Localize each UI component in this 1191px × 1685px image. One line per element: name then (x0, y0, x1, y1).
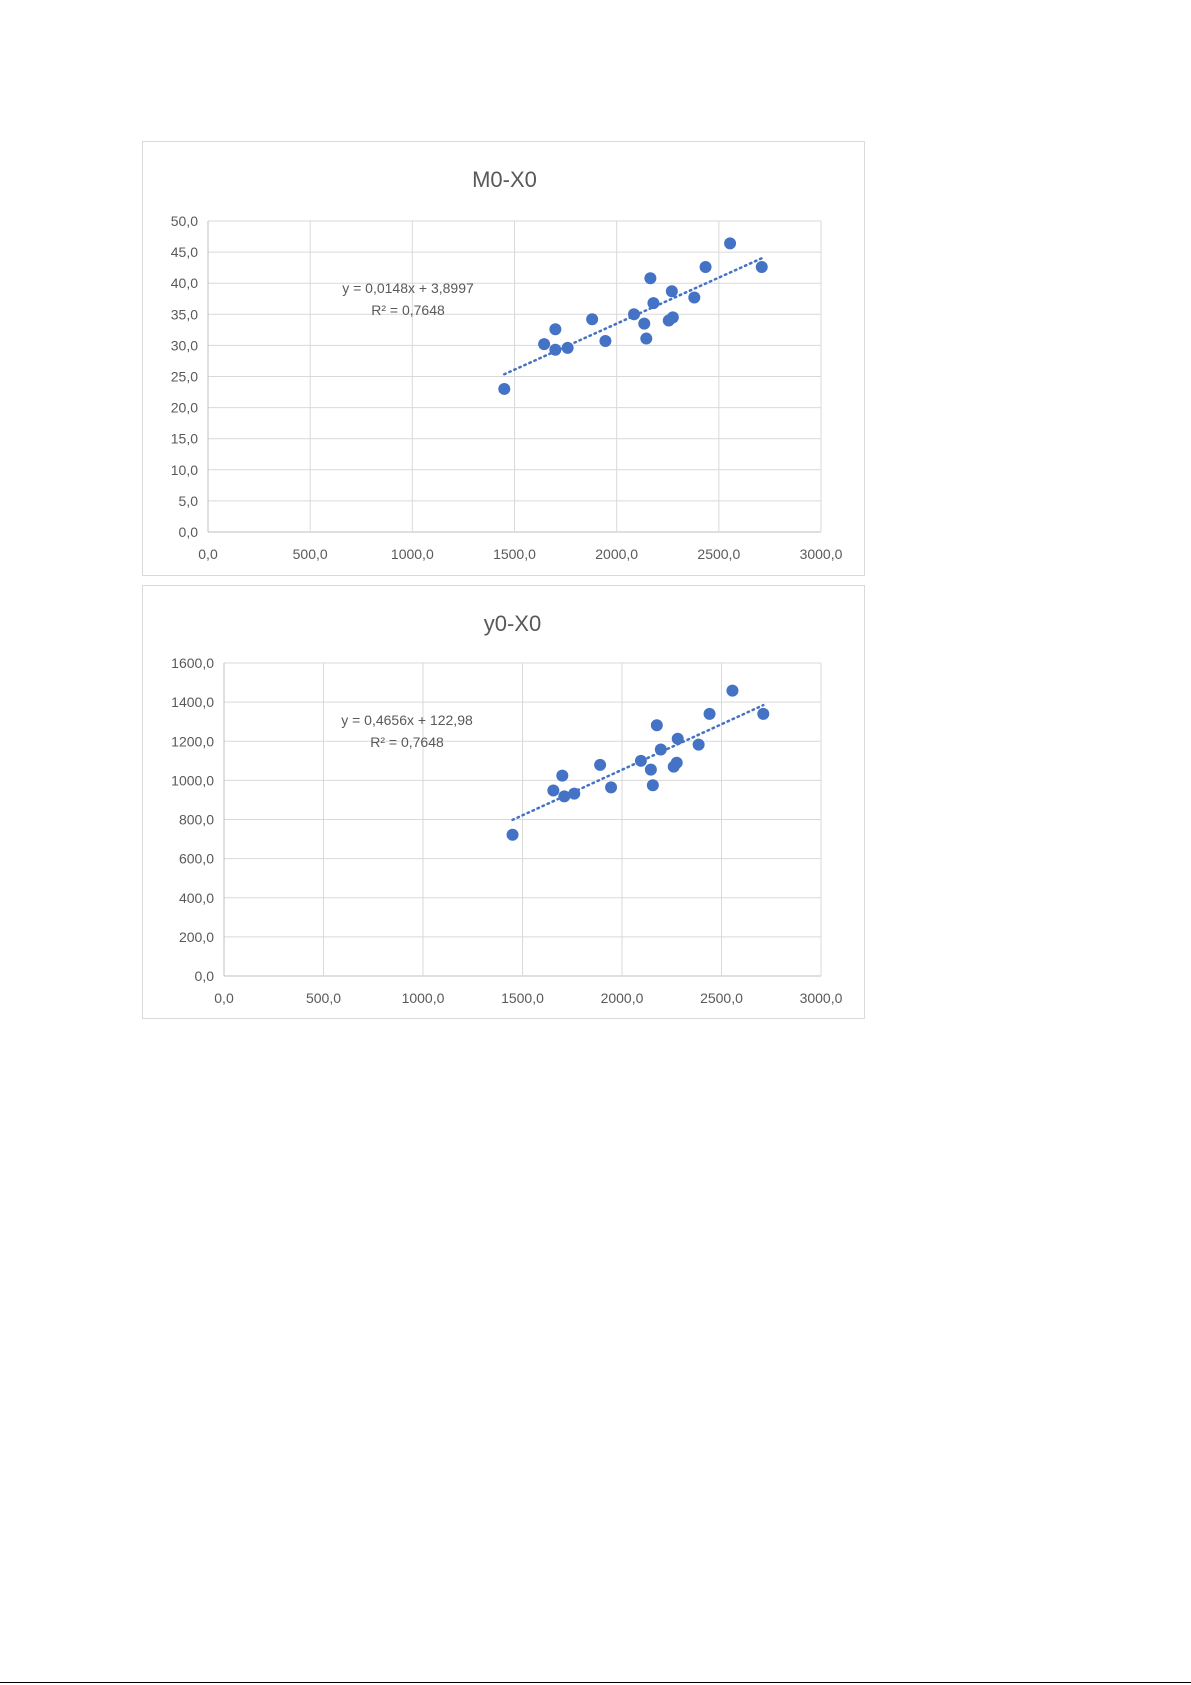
data-point (665, 285, 678, 298)
x-tick-label: 500,0 (293, 546, 328, 562)
y-tick-label: 25,0 (171, 369, 198, 385)
y-tick-label: 1000,0 (171, 772, 214, 788)
trendline-r-squared: R² = 0,7648 (371, 302, 445, 318)
y-tick-label: 10,0 (171, 462, 198, 478)
y-tick-label: 1400,0 (171, 694, 214, 710)
scatter-chart-m0-x0: M0-X0 0,0 5,0 10,0 15,0 20,0 25,0 30,0 35,0 40,0 4… (171, 167, 843, 562)
trendline (503, 257, 763, 376)
trendline-equation: y = 0,0148x + 3,8997 (342, 280, 474, 296)
data-point (703, 707, 716, 720)
data-point (561, 341, 574, 354)
y-tick-label: 0,0 (179, 524, 199, 540)
data-point (726, 684, 739, 697)
data-point (699, 261, 712, 274)
data-point (650, 719, 663, 732)
x-tick-label: 2000,0 (595, 546, 638, 562)
x-tick-label: 3000,0 (800, 990, 843, 1006)
data-point (568, 787, 581, 800)
data-point (605, 781, 618, 794)
y-tick-label: 5,0 (179, 493, 199, 509)
data-point (654, 743, 667, 756)
scatter-chart-y0-x0: y0-X0 0,0 200,0 400,0 600,0 800,0 1000,0 1200,0… (171, 611, 843, 1006)
chart-title: M0-X0 (472, 167, 537, 192)
trendline-equation: y = 0,4656x + 122,98 (341, 712, 473, 728)
x-tick-label: 3000,0 (800, 546, 843, 562)
x-tick-label: 0,0 (198, 546, 218, 562)
y-tick-label: 400,0 (179, 890, 214, 906)
data-point (638, 317, 651, 330)
x-tick-label: 1500,0 (501, 990, 544, 1006)
data-point (549, 323, 562, 336)
data-point (671, 732, 684, 745)
data-point (755, 261, 768, 274)
y-tick-label: 0,0 (195, 968, 215, 984)
x-tick-label: 500,0 (306, 990, 341, 1006)
data-point (634, 754, 647, 767)
x-tick-label: 1500,0 (493, 546, 536, 562)
y-tick-label: 1200,0 (171, 733, 214, 749)
y-tick-label: 200,0 (179, 929, 214, 945)
data-point (556, 769, 569, 782)
data-point (644, 272, 657, 285)
data-point (644, 763, 657, 776)
data-point (692, 738, 705, 751)
data-point (506, 828, 519, 841)
y-tick-label: 800,0 (179, 812, 214, 828)
data-point (647, 297, 660, 310)
y-tick-label: 35,0 (171, 306, 198, 322)
data-point (558, 790, 571, 803)
x-tick-label: 2000,0 (601, 990, 644, 1006)
data-point (628, 308, 641, 321)
chart-panel-m0-x0: M0-X0 0,0 5,0 10,0 15,0 20,0 25,0 30,0 35,0 40,0 4… (142, 141, 865, 576)
y-tick-label: 50,0 (171, 213, 198, 229)
y-tick-label: 20,0 (171, 400, 198, 416)
data-point (498, 382, 511, 395)
y-tick-label: 40,0 (171, 275, 198, 291)
y-tick-label: 1600,0 (171, 655, 214, 671)
data-point (586, 313, 599, 326)
data-point (549, 343, 562, 356)
y-tick-label: 600,0 (179, 851, 214, 867)
chart-title: y0-X0 (484, 611, 541, 636)
trendline-r-squared: R² = 0,7648 (370, 734, 444, 750)
data-point (757, 707, 770, 720)
y-tick-label: 30,0 (171, 337, 198, 353)
x-tick-label: 2500,0 (697, 546, 740, 562)
page-footer-rule (0, 1682, 1191, 1683)
x-tick-label: 2500,0 (700, 990, 743, 1006)
y-tick-label: 15,0 (171, 431, 198, 447)
x-tick-label: 1000,0 (391, 546, 434, 562)
data-point (547, 784, 560, 797)
x-tick-label: 1000,0 (402, 990, 445, 1006)
data-point (640, 332, 653, 345)
data-point (538, 338, 551, 351)
data-point (688, 291, 701, 304)
y-tick-label: 45,0 (171, 244, 198, 260)
chart-panel-y0-x0: y0-X0 0,0 200,0 400,0 600,0 800,0 1000,0 1200,0… (142, 585, 865, 1019)
data-point (666, 311, 679, 324)
data-point (646, 779, 659, 792)
data-point (724, 237, 737, 250)
x-tick-label: 0,0 (214, 990, 234, 1006)
data-point (670, 756, 683, 769)
data-point (594, 758, 607, 771)
data-point (599, 335, 612, 348)
